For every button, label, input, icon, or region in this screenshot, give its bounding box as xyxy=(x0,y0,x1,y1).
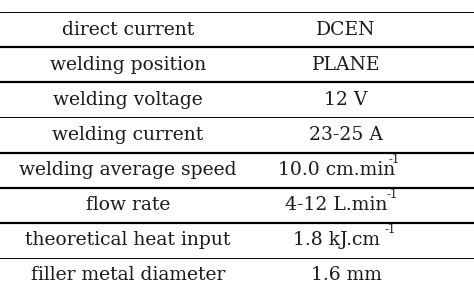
Text: 1.6 mm: 1.6 mm xyxy=(310,266,382,284)
Text: -1: -1 xyxy=(388,153,400,166)
Text: 1.8 kJ.cm: 1.8 kJ.cm xyxy=(293,231,380,249)
Text: welding average speed: welding average speed xyxy=(19,161,237,179)
Text: -1: -1 xyxy=(386,188,398,201)
Text: flow rate: flow rate xyxy=(86,196,170,214)
Text: theoretical heat input: theoretical heat input xyxy=(25,231,231,249)
Text: direct current: direct current xyxy=(62,21,194,39)
Text: welding position: welding position xyxy=(50,56,206,74)
Text: 10.0 cm.min: 10.0 cm.min xyxy=(278,161,395,179)
Text: 4-12 L.min: 4-12 L.min xyxy=(285,196,388,214)
Text: -1: -1 xyxy=(384,223,396,236)
Text: welding current: welding current xyxy=(52,126,204,144)
Text: filler metal diameter: filler metal diameter xyxy=(31,266,225,284)
Text: 12 V: 12 V xyxy=(324,91,368,109)
Text: 23-25 A: 23-25 A xyxy=(309,126,383,144)
Text: DCEN: DCEN xyxy=(316,21,376,39)
Text: PLANE: PLANE xyxy=(312,56,380,74)
Text: welding voltage: welding voltage xyxy=(53,91,203,109)
